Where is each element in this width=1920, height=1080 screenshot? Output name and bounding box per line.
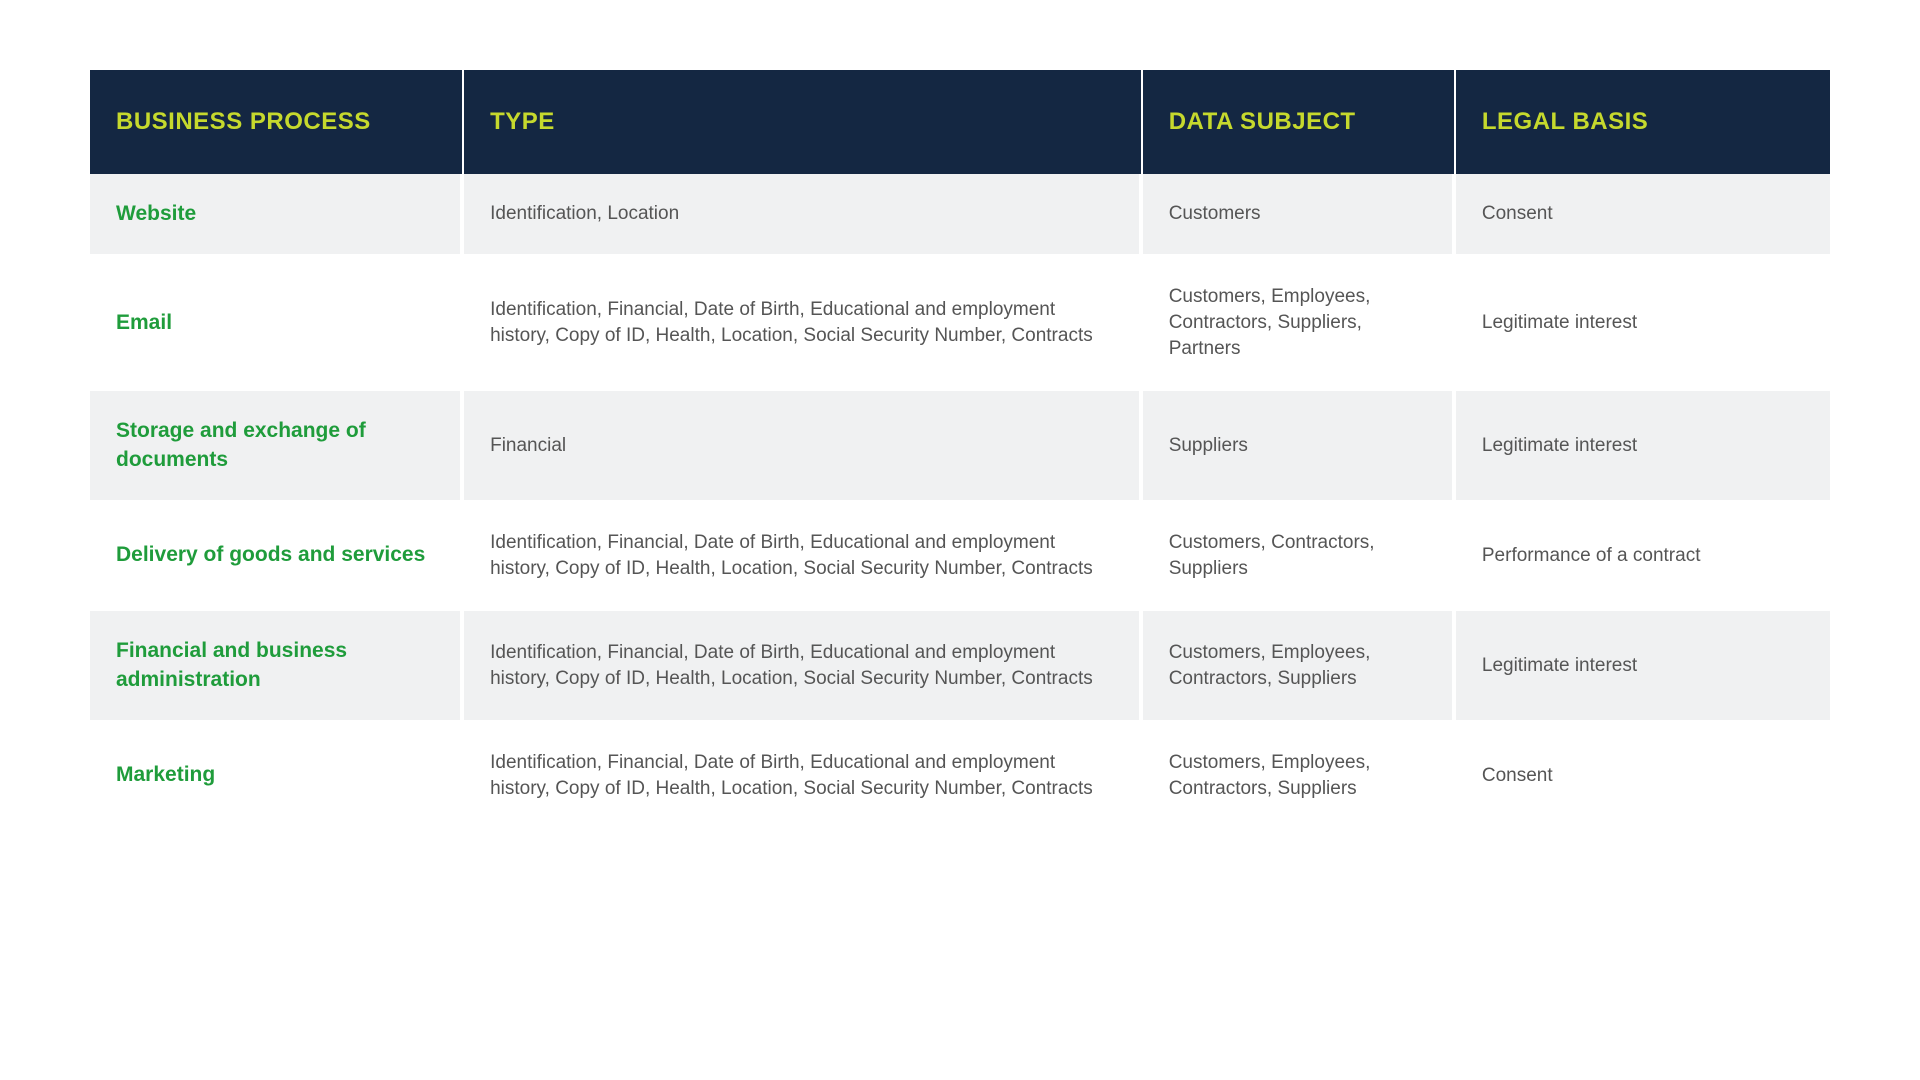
cell-basis: Legitimate interest [1456, 258, 1830, 391]
table-row: Website Identification, Location Custome… [90, 174, 1830, 258]
business-process-table: BUSINESS PROCESS TYPE DATA SUBJECT LEGAL… [90, 70, 1830, 831]
cell-type: Identification, Financial, Date of Birth… [464, 504, 1143, 611]
header-business-process: BUSINESS PROCESS [90, 70, 464, 174]
cell-basis: Legitimate interest [1456, 391, 1830, 504]
table-row: Email Identification, Financial, Date of… [90, 258, 1830, 391]
cell-type: Identification, Financial, Date of Birth… [464, 611, 1143, 724]
cell-basis: Legitimate interest [1456, 611, 1830, 724]
cell-process: Storage and exchange of documents [90, 391, 464, 504]
cell-process: Financial and business administration [90, 611, 464, 724]
table-body: Website Identification, Location Custome… [90, 174, 1830, 831]
cell-subject: Customers, Contractors, Suppliers [1143, 504, 1456, 611]
header-data-subject: DATA SUBJECT [1143, 70, 1456, 174]
cell-subject: Customers, Employees, Contractors, Suppl… [1143, 724, 1456, 831]
cell-type: Financial [464, 391, 1143, 504]
cell-subject: Suppliers [1143, 391, 1456, 504]
header-legal-basis: LEGAL BASIS [1456, 70, 1830, 174]
cell-process: Email [90, 258, 464, 391]
cell-subject: Customers, Employees, Contractors, Suppl… [1143, 258, 1456, 391]
cell-basis: Performance of a contract [1456, 504, 1830, 611]
cell-type: Identification, Location [464, 174, 1143, 258]
cell-basis: Consent [1456, 174, 1830, 258]
cell-process: Delivery of goods and services [90, 504, 464, 611]
table-row: Storage and exchange of documents Financ… [90, 391, 1830, 504]
cell-subject: Customers, Employees, Contractors, Suppl… [1143, 611, 1456, 724]
table-row: Delivery of goods and services Identific… [90, 504, 1830, 611]
table-header-row: BUSINESS PROCESS TYPE DATA SUBJECT LEGAL… [90, 70, 1830, 174]
cell-type: Identification, Financial, Date of Birth… [464, 258, 1143, 391]
cell-process: Marketing [90, 724, 464, 831]
table-row: Financial and business administration Id… [90, 611, 1830, 724]
cell-basis: Consent [1456, 724, 1830, 831]
cell-subject: Customers [1143, 174, 1456, 258]
cell-process: Website [90, 174, 464, 258]
table-row: Marketing Identification, Financial, Dat… [90, 724, 1830, 831]
slide-canvas: BUSINESS PROCESS TYPE DATA SUBJECT LEGAL… [0, 0, 1920, 1080]
header-type: TYPE [464, 70, 1143, 174]
cell-type: Identification, Financial, Date of Birth… [464, 724, 1143, 831]
